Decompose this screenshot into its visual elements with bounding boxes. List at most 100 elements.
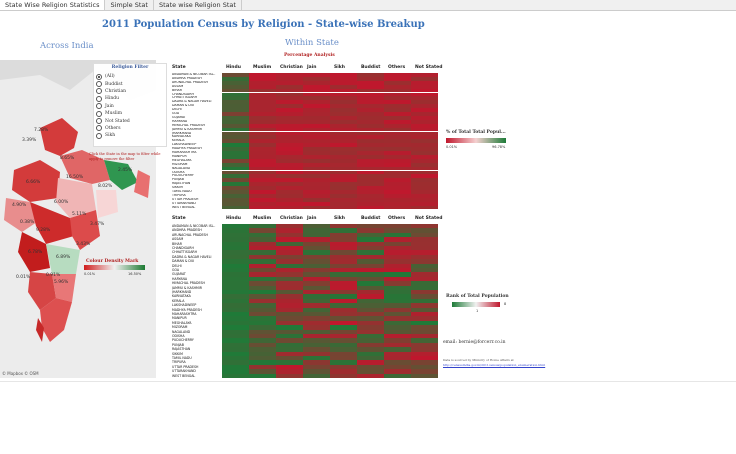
heatmap-cell[interactable]: [303, 228, 330, 233]
row-label[interactable]: TRIPURA: [172, 193, 186, 197]
row-label[interactable]: ANDAMAN & NICOBAR ISL..: [172, 73, 216, 76]
heatmap-cell[interactable]: [411, 224, 438, 229]
row-label[interactable]: KERALA: [172, 139, 185, 143]
heatmap-cell[interactable]: [276, 312, 303, 317]
heatmap-cell[interactable]: [249, 342, 276, 348]
heatmap-cell[interactable]: [303, 303, 330, 308]
heatmap-cell[interactable]: [222, 151, 249, 155]
heatmap-cell[interactable]: [222, 334, 249, 339]
heatmap-cell[interactable]: [249, 123, 276, 128]
heatmap-cell[interactable]: [384, 241, 411, 246]
heatmap-cell[interactable]: [330, 285, 357, 290]
heatmap-cell[interactable]: [330, 347, 357, 352]
column-header[interactable]: Others: [388, 65, 406, 70]
heatmap-cell[interactable]: [330, 254, 357, 260]
heatmap-cell[interactable]: [276, 127, 303, 132]
heatmap-cell[interactable]: [222, 174, 249, 179]
heatmap-cell[interactable]: [222, 182, 249, 187]
row-label[interactable]: ARUNACHAL PRADESH: [172, 80, 208, 84]
heatmap-cell[interactable]: [222, 84, 249, 89]
heatmap-cell[interactable]: [276, 276, 303, 282]
row-label[interactable]: JHARKHAND: [172, 290, 192, 294]
heatmap-cell[interactable]: [330, 338, 357, 343]
heatmap-cell[interactable]: [384, 190, 411, 194]
column-header[interactable]: Jain: [307, 65, 317, 70]
heatmap-cell[interactable]: [411, 356, 438, 361]
heatmap-cell[interactable]: [222, 143, 249, 148]
heatmap-cell[interactable]: [411, 131, 438, 136]
heatmap-cell[interactable]: [384, 325, 411, 330]
heatmap-cell[interactable]: [222, 237, 249, 242]
heatmap-cell[interactable]: [276, 151, 303, 155]
heatmap-cell[interactable]: [276, 285, 303, 290]
heatmap-cell[interactable]: [357, 294, 384, 299]
radio-icon[interactable]: [96, 125, 102, 132]
heatmap-cell[interactable]: [357, 76, 384, 81]
heatmap-cell[interactable]: [357, 369, 384, 374]
heatmap-cell[interactable]: [276, 170, 303, 175]
heatmap-cell[interactable]: [249, 228, 276, 233]
heatmap-cell[interactable]: [330, 281, 357, 286]
heatmap-cell[interactable]: [384, 373, 411, 378]
heatmap-cell[interactable]: [303, 237, 330, 242]
heatmap-cell[interactable]: [330, 360, 357, 365]
heatmap-cell[interactable]: [384, 281, 411, 286]
state-shape[interactable]: [56, 178, 96, 218]
heatmap-cell[interactable]: [384, 170, 411, 175]
heatmap-cell[interactable]: [384, 356, 411, 361]
heatmap-cell[interactable]: [384, 342, 411, 348]
heatmap-cell[interactable]: [276, 205, 303, 210]
heatmap-cell[interactable]: [411, 241, 438, 246]
heatmap-cell[interactable]: [222, 147, 249, 151]
heatmap-cell[interactable]: [357, 174, 384, 179]
heatmap-cell[interactable]: [249, 73, 276, 77]
heatmap-cell[interactable]: [222, 250, 249, 255]
heatmap-cell[interactable]: [330, 369, 357, 374]
state-shape[interactable]: [46, 244, 80, 274]
heatmap-cell[interactable]: [303, 115, 330, 120]
row-label[interactable]: WEST BENGAL: [172, 373, 196, 378]
heatmap-cell[interactable]: [249, 178, 276, 183]
heatmap-cell[interactable]: [411, 154, 438, 159]
heatmap-cell[interactable]: [303, 197, 330, 202]
heatmap-cell[interactable]: [249, 356, 276, 361]
heatmap-cell[interactable]: [303, 84, 330, 89]
heatmap-cell[interactable]: [222, 347, 249, 352]
heatmap-cell[interactable]: [357, 325, 384, 330]
heatmap-cell[interactable]: [276, 119, 303, 124]
heatmap-cell[interactable]: [222, 290, 249, 295]
heatmap-cell[interactable]: [276, 246, 303, 251]
heatmap-cell[interactable]: [222, 178, 249, 183]
heatmap-cell[interactable]: [249, 303, 276, 308]
heatmap-cell[interactable]: [384, 162, 411, 167]
heatmap-cell[interactable]: [330, 166, 357, 171]
heatmap-cell[interactable]: [222, 162, 249, 167]
heatmap-cell[interactable]: [276, 347, 303, 352]
row-label[interactable]: SIKKIM: [172, 351, 183, 356]
heatmap-cell[interactable]: [411, 303, 438, 308]
heatmap-cell[interactable]: [330, 246, 357, 251]
heatmap-cell[interactable]: [330, 139, 357, 144]
heatmap-cell[interactable]: [384, 320, 411, 326]
heatmap-cell[interactable]: [303, 143, 330, 148]
heatmap-cell[interactable]: [357, 201, 384, 206]
heatmap-cell[interactable]: [303, 232, 330, 238]
heatmap-cell[interactable]: [303, 112, 330, 116]
heatmap-cell[interactable]: [357, 347, 384, 352]
heatmap-cell[interactable]: [384, 303, 411, 308]
heatmap-cell[interactable]: [222, 104, 249, 109]
heatmap-cell[interactable]: [384, 232, 411, 238]
heatmap-cell[interactable]: [330, 201, 357, 206]
heatmap-cell[interactable]: [384, 178, 411, 183]
row-label[interactable]: ASSAM: [172, 237, 184, 242]
column-header[interactable]: Sikh: [334, 65, 345, 70]
heatmap-cell[interactable]: [249, 316, 276, 321]
state-shape[interactable]: [52, 274, 76, 302]
heatmap-cell[interactable]: [276, 174, 303, 179]
row-label[interactable]: GOA: [172, 268, 180, 272]
row-label[interactable]: ODISHA: [172, 334, 185, 338]
heatmap-cell[interactable]: [303, 312, 330, 317]
heatmap-cell[interactable]: [276, 320, 303, 326]
heatmap-cell[interactable]: [303, 193, 330, 198]
heatmap-cell[interactable]: [357, 316, 384, 321]
